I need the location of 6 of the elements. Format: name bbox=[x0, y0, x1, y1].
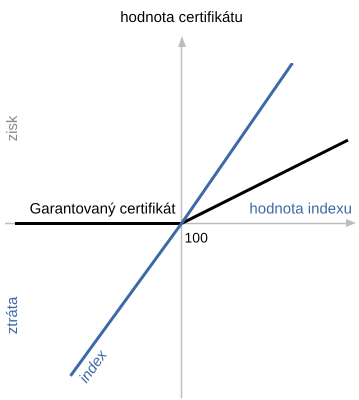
annotation: zisk bbox=[4, 115, 21, 142]
series-label: Garantovaný certifikát bbox=[30, 200, 176, 218]
annotation: 100 bbox=[184, 229, 208, 246]
y-axis-title: hodnota certifikátu bbox=[120, 9, 243, 26]
x-axis-title: hodnota indexu bbox=[249, 200, 352, 218]
annotation: ztráta bbox=[4, 296, 21, 334]
